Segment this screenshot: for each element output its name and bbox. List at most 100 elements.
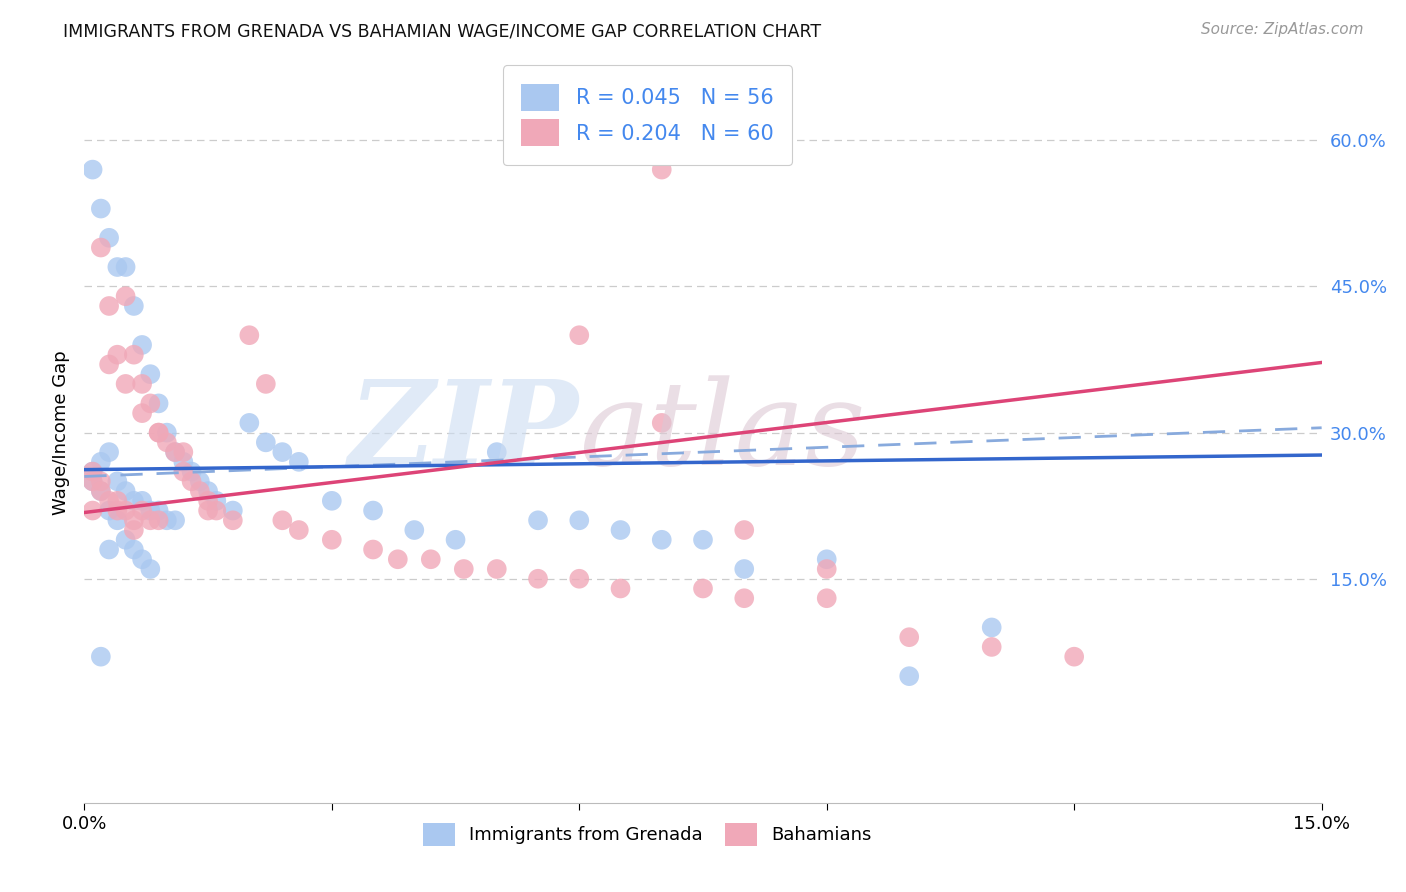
- Point: [114, 289, 136, 303]
- Point: [105, 260, 128, 274]
- Point: [271, 445, 294, 459]
- Point: [651, 162, 673, 177]
- Point: [98, 231, 121, 245]
- Point: [139, 396, 162, 410]
- Point: [98, 542, 121, 557]
- Point: [165, 445, 187, 459]
- Point: [898, 669, 921, 683]
- Point: [288, 455, 311, 469]
- Point: [733, 523, 755, 537]
- Point: [197, 503, 219, 517]
- Point: [105, 513, 128, 527]
- Y-axis label: Wage/Income Gap: Wage/Income Gap: [52, 351, 70, 515]
- Point: [148, 503, 170, 517]
- Point: [453, 562, 475, 576]
- Point: [82, 503, 104, 517]
- Point: [197, 493, 219, 508]
- Point: [980, 640, 1002, 654]
- Legend: Immigrants from Grenada, Bahamians: Immigrants from Grenada, Bahamians: [415, 815, 879, 853]
- Point: [361, 542, 384, 557]
- Point: [444, 533, 467, 547]
- Point: [609, 582, 631, 596]
- Point: [188, 475, 211, 489]
- Point: [222, 503, 245, 517]
- Point: [122, 513, 145, 527]
- Point: [238, 328, 260, 343]
- Point: [90, 475, 112, 489]
- Point: [815, 552, 838, 566]
- Point: [172, 455, 194, 469]
- Point: [568, 328, 591, 343]
- Point: [90, 240, 112, 255]
- Point: [122, 542, 145, 557]
- Point: [98, 358, 121, 372]
- Text: IMMIGRANTS FROM GRENADA VS BAHAMIAN WAGE/INCOME GAP CORRELATION CHART: IMMIGRANTS FROM GRENADA VS BAHAMIAN WAGE…: [63, 22, 821, 40]
- Point: [254, 435, 277, 450]
- Point: [271, 513, 294, 527]
- Point: [90, 649, 112, 664]
- Point: [733, 562, 755, 576]
- Point: [90, 484, 112, 499]
- Point: [139, 513, 162, 527]
- Point: [156, 425, 179, 440]
- Point: [180, 465, 202, 479]
- Point: [139, 562, 162, 576]
- Point: [485, 445, 508, 459]
- Point: [527, 513, 550, 527]
- Point: [114, 484, 136, 499]
- Point: [404, 523, 426, 537]
- Point: [485, 562, 508, 576]
- Point: [205, 503, 228, 517]
- Point: [82, 465, 104, 479]
- Point: [205, 493, 228, 508]
- Point: [105, 475, 128, 489]
- Point: [131, 376, 153, 391]
- Point: [197, 484, 219, 499]
- Point: [156, 435, 179, 450]
- Point: [898, 630, 921, 644]
- Point: [114, 260, 136, 274]
- Point: [82, 465, 104, 479]
- Point: [131, 503, 153, 517]
- Point: [222, 513, 245, 527]
- Point: [180, 475, 202, 489]
- Point: [114, 376, 136, 391]
- Point: [98, 299, 121, 313]
- Point: [131, 338, 153, 352]
- Point: [172, 465, 194, 479]
- Point: [815, 562, 838, 576]
- Point: [148, 425, 170, 440]
- Point: [165, 445, 187, 459]
- Point: [82, 162, 104, 177]
- Point: [98, 493, 121, 508]
- Point: [321, 493, 343, 508]
- Point: [148, 425, 170, 440]
- Point: [387, 552, 409, 566]
- Point: [98, 503, 121, 517]
- Point: [114, 533, 136, 547]
- Point: [733, 591, 755, 606]
- Text: atlas: atlas: [579, 376, 866, 490]
- Point: [156, 513, 179, 527]
- Point: [692, 582, 714, 596]
- Text: Source: ZipAtlas.com: Source: ZipAtlas.com: [1201, 22, 1364, 37]
- Point: [122, 493, 145, 508]
- Point: [131, 406, 153, 420]
- Point: [980, 620, 1002, 634]
- Text: ZIP: ZIP: [349, 376, 579, 490]
- Point: [90, 484, 112, 499]
- Point: [131, 493, 153, 508]
- Point: [105, 503, 128, 517]
- Point: [131, 552, 153, 566]
- Point: [568, 572, 591, 586]
- Point: [122, 523, 145, 537]
- Point: [139, 367, 162, 381]
- Point: [188, 484, 211, 499]
- Point: [172, 445, 194, 459]
- Point: [148, 396, 170, 410]
- Point: [139, 503, 162, 517]
- Point: [254, 376, 277, 391]
- Point: [238, 416, 260, 430]
- Point: [148, 513, 170, 527]
- Point: [651, 416, 673, 430]
